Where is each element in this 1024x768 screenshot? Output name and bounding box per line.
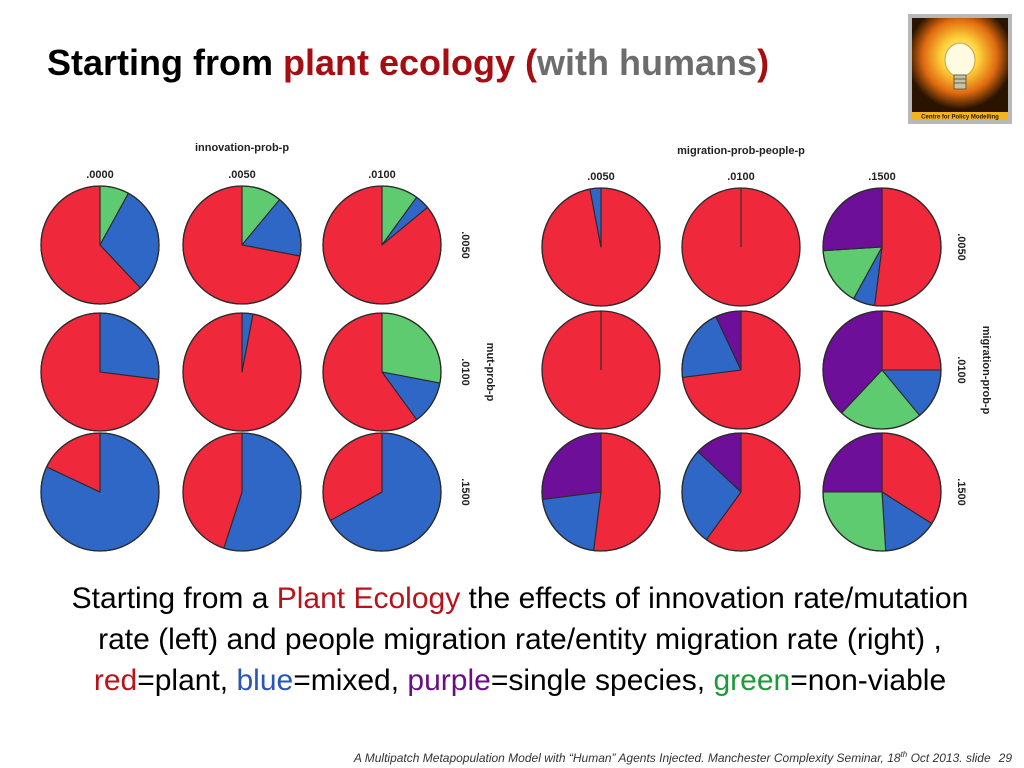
chart-innovation-mutation: innovation-prob-p .0000 .0050 .0100 .0050 .01… [40,142,496,552]
pie [182,312,302,432]
column-variable-label: innovation-prob-p [195,142,289,154]
pie-slice-plant [593,432,661,552]
pie-slice-plant [881,310,942,371]
footer-sup: th [900,750,908,759]
title-part-2: plant ecology ( [283,42,538,83]
pie [541,310,661,430]
caption-s7: =mixed, [293,664,408,697]
pie-slice-single-species [822,432,883,493]
row-tick-label: .0100 [955,356,967,384]
pie [40,432,160,552]
row-tick-label: .1500 [459,478,471,506]
pie [822,310,942,430]
footer-text-end: Oct 2013. slide [907,751,991,765]
caption: Starting from a Plant Ecology the effect… [60,578,980,701]
column-tick-label: .0000 [86,169,114,181]
pie-outline [681,432,801,552]
pie-slice-plant [874,187,942,307]
pie-outline [322,185,442,305]
pie [322,185,442,305]
pie-outline [541,310,661,430]
pie [822,432,942,552]
cpm-logo: Centre for Policy Modelling [908,14,1012,124]
pie-outline [40,185,160,305]
column-variable-label: migration-prob-people-p [677,145,805,157]
caption-red: red [93,664,138,697]
row-variable-label: migration-prob-p [980,326,992,415]
lightbulb-icon [944,42,976,90]
pie [822,187,942,307]
pie-slice-mixed [99,312,160,380]
caption-green: green [713,664,791,697]
pie-outline [40,432,160,552]
row-tick-label: .0050 [955,233,967,261]
pie-outline [322,432,442,552]
pie [681,187,801,307]
pie [182,185,302,305]
title-part-4: ) [757,42,770,83]
pie-slice-single-species [822,187,883,252]
caption-blue: blue [236,664,294,697]
column-tick-label: .0100 [368,169,396,181]
pie [681,432,801,552]
pie-outline [40,312,160,432]
caption-plant-ecology: Plant Ecology [276,582,461,615]
row-tick-label: .1500 [955,478,967,506]
pie-outline [182,432,302,552]
pie [541,187,661,307]
pie [40,185,160,305]
pie-outline [182,312,302,432]
pie-outline [541,187,661,307]
pie-outline [541,432,661,552]
pie-slice-non-viable [822,491,887,552]
pie-outline [822,187,942,307]
column-tick-label: .1500 [868,171,896,183]
footer: A Multipatch Metapopulation Model with “… [354,750,1012,765]
pie-outline [681,310,801,430]
pie-outline [322,312,442,432]
column-tick-label: .0050 [228,169,256,181]
row-tick-label: .0100 [459,358,471,386]
pie-slice-mixed [541,491,602,552]
pie [541,432,661,552]
pie-grid-charts: innovation-prob-p .0000 .0050 .0100 .0050 .01… [40,142,992,552]
pie-slice-single-species [541,432,602,500]
caption-s9: =single species, [490,664,714,697]
caption-s3: the effects of innovation rate/mutation … [98,582,969,656]
pie-outline [182,185,302,305]
row-variable-label: mut-prob-p [484,343,496,402]
pie-slice-non-viable [381,312,442,384]
pie-outline [822,432,942,552]
caption-s11: =non-viable [790,664,947,697]
row-tick-label: .0050 [459,231,471,259]
column-tick-label: .0100 [727,171,755,183]
pie [182,432,302,552]
pie [681,310,801,430]
pie-outline [822,310,942,430]
title-part-3: with humans [537,42,758,83]
title-part-1: Starting from [47,42,284,83]
slide-number: 29 [998,751,1012,765]
pie [40,312,160,432]
chart-migration: migration-prob-people-p .0050 .0100 .1500 .0… [541,145,992,552]
footer-text: A Multipatch Metapopulation Model with “… [353,751,901,765]
pie-outline [681,187,801,307]
logo-text: Centre for Policy Modelling [921,115,999,121]
caption-s5: =plant, [137,664,237,697]
slide-title: Starting from plant ecology (with humans… [47,42,769,84]
pie [322,312,442,432]
pie [322,432,442,552]
column-tick-label: .0050 [587,171,615,183]
caption-s1: Starting from a [71,582,277,615]
caption-purple: purple [407,664,491,697]
